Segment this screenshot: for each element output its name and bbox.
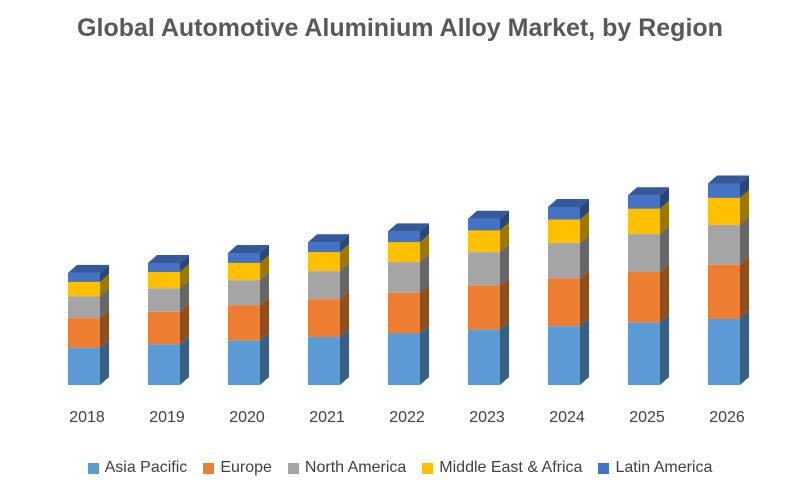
- legend-swatch: [203, 462, 215, 474]
- x-tick-label: 2026: [709, 409, 745, 426]
- bar-segment-middle-east-africa-2019: [148, 264, 189, 289]
- bar-segment-north-america-2018: [68, 288, 109, 319]
- bar-segment-asia-pacific-2022: [388, 325, 429, 385]
- bar-segment-asia-pacific-2019: [148, 336, 189, 385]
- bar-segment-middle-east-africa-2021: [308, 244, 349, 272]
- bar-segment-middle-east-africa-2020: [228, 254, 269, 281]
- legend-label: Middle East & Africa: [439, 459, 583, 476]
- bar-segment-asia-pacific-2020: [228, 332, 269, 385]
- bar-segment-north-america-2019: [148, 280, 189, 312]
- bar-segment-latin-america-2023: [468, 210, 509, 231]
- bar-segment-latin-america-2025: [628, 187, 669, 209]
- legend: Asia Pacific Europe North America Middle Ea…: [0, 455, 800, 481]
- bar-segment-europe-2022: [388, 284, 429, 334]
- bar-segment-asia-pacific-2025: [628, 314, 669, 385]
- bar-segment-latin-america-2021: [308, 234, 349, 253]
- x-tick-label: 2020: [229, 409, 265, 426]
- bar-segment-latin-america-2026: [708, 175, 749, 198]
- bar-segment-asia-pacific-2021: [308, 329, 349, 385]
- bar-segment-europe-2021: [308, 291, 349, 338]
- bar-segment-europe-2026: [708, 256, 749, 320]
- x-tick-label: 2018: [69, 409, 105, 426]
- bar-segment-asia-pacific-2024: [548, 318, 589, 385]
- bar-segment-europe-2019: [148, 303, 189, 345]
- bar-segment-latin-america-2019: [148, 254, 189, 273]
- bar-segment-latin-america-2022: [388, 223, 429, 243]
- bar-segment-middle-east-africa-2026: [708, 189, 749, 226]
- bar-segment-europe-2023: [468, 277, 509, 330]
- bar-segment-north-america-2024: [548, 235, 589, 279]
- legend-label: Europe: [220, 459, 272, 476]
- bar-segment-latin-america-2024: [548, 198, 589, 220]
- bar-segment-middle-east-africa-2023: [468, 222, 509, 253]
- legend-swatch: [598, 462, 610, 474]
- bar-segment-middle-east-africa-2022: [388, 234, 429, 263]
- bar-segment-north-america-2021: [308, 263, 349, 300]
- bar-segment-asia-pacific-2023: [468, 321, 509, 385]
- bar-segment-north-america-2025: [628, 226, 669, 273]
- bar-segment-latin-america-2018: [68, 264, 109, 282]
- legend-item-asia-pacific: Asia Pacific: [87, 459, 188, 477]
- bar-segment-middle-east-africa-2025: [628, 200, 669, 235]
- bar-segment-north-america-2023: [468, 244, 509, 286]
- bar-segment-north-america-2022: [388, 254, 429, 293]
- legend-swatch: [422, 462, 434, 474]
- legend-label: Latin America: [615, 459, 713, 476]
- bar-segment-asia-pacific-2018: [68, 339, 109, 385]
- chart-title: Global Automotive Aluminium Alloy Market…: [77, 14, 723, 42]
- x-tick-label: 2025: [629, 409, 665, 426]
- bar-columns: [68, 175, 749, 385]
- bar-segment-europe-2018: [68, 310, 109, 348]
- bar-segment-latin-america-2020: [228, 245, 269, 263]
- bar-segment-europe-2024: [548, 270, 589, 327]
- x-tick-label: 2024: [549, 409, 585, 426]
- bar-segment-europe-2025: [628, 264, 669, 323]
- legend-swatch: [287, 462, 299, 474]
- chart-plot: 2018 2019 2020 2021 2022 2023 2024 2025 2026: [68, 175, 749, 426]
- x-tick-label: 2019: [149, 409, 185, 426]
- legend-item-middle-east-africa: Middle East & Africa: [422, 459, 582, 477]
- bar-segment-europe-2020: [228, 297, 269, 341]
- x-axis-tick-labels: 2018 2019 2020 2021 2022 2023 2024 2025 2026: [69, 409, 745, 426]
- bar-segment-asia-pacific-2026: [708, 311, 749, 385]
- x-tick-label: 2023: [469, 409, 505, 426]
- legend-item-europe: Europe: [203, 459, 272, 477]
- bar-segment-north-america-2026: [708, 217, 749, 265]
- bar-segment-middle-east-africa-2024: [548, 211, 589, 244]
- legend-label: North America: [304, 459, 407, 476]
- bar-segment-middle-east-africa-2018: [68, 273, 109, 297]
- legend-label: Asia Pacific: [104, 459, 188, 476]
- legend-swatch: [87, 462, 99, 474]
- legend-item-north-america: North America: [287, 459, 407, 477]
- x-tick-label: 2021: [309, 409, 345, 426]
- bar-segment-north-america-2020: [228, 272, 269, 306]
- legend-item-latin-america: Latin America: [598, 459, 712, 477]
- x-tick-label: 2022: [389, 409, 425, 426]
